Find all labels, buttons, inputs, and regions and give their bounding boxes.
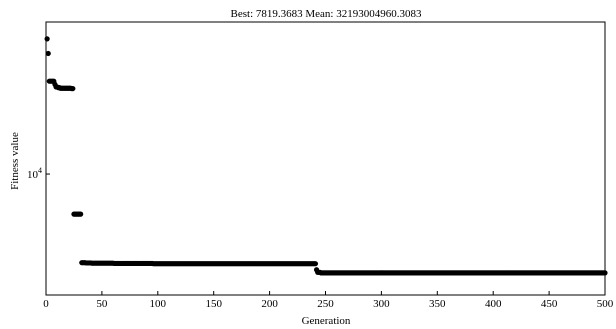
- chart-title: Best: 7819.3683 Mean: 32193004960.3083: [231, 8, 422, 20]
- x-tick-label: 200: [261, 298, 278, 310]
- data-point: [312, 261, 319, 267]
- x-tick-label: 100: [150, 298, 167, 310]
- data-points: [44, 36, 608, 276]
- x-tick-label: 350: [429, 298, 446, 310]
- y-tick-label: 104: [27, 166, 42, 181]
- x-tick-label: 300: [373, 298, 390, 310]
- data-point: [70, 85, 76, 92]
- x-tick-label: 0: [43, 298, 49, 310]
- x-axis: 0 50 100 150 200 250 300 350 400 450 500: [43, 291, 614, 310]
- data-point: [602, 270, 608, 276]
- x-tick-label: 450: [541, 298, 558, 310]
- data-point: [45, 50, 51, 57]
- x-tick-label: 150: [205, 298, 222, 310]
- data-point: [78, 211, 84, 217]
- data-point: [44, 36, 50, 42]
- x-tick-label: 400: [485, 298, 502, 310]
- x-tick-label: 50: [96, 298, 108, 310]
- y-axis-label: Fitness value: [9, 132, 21, 190]
- x-axis-label: Generation: [302, 315, 351, 327]
- x-tick-label: 500: [597, 298, 614, 310]
- y-axis: 104: [27, 166, 50, 181]
- x-tick-label: 250: [317, 298, 334, 310]
- plot-frame: [45, 21, 606, 296]
